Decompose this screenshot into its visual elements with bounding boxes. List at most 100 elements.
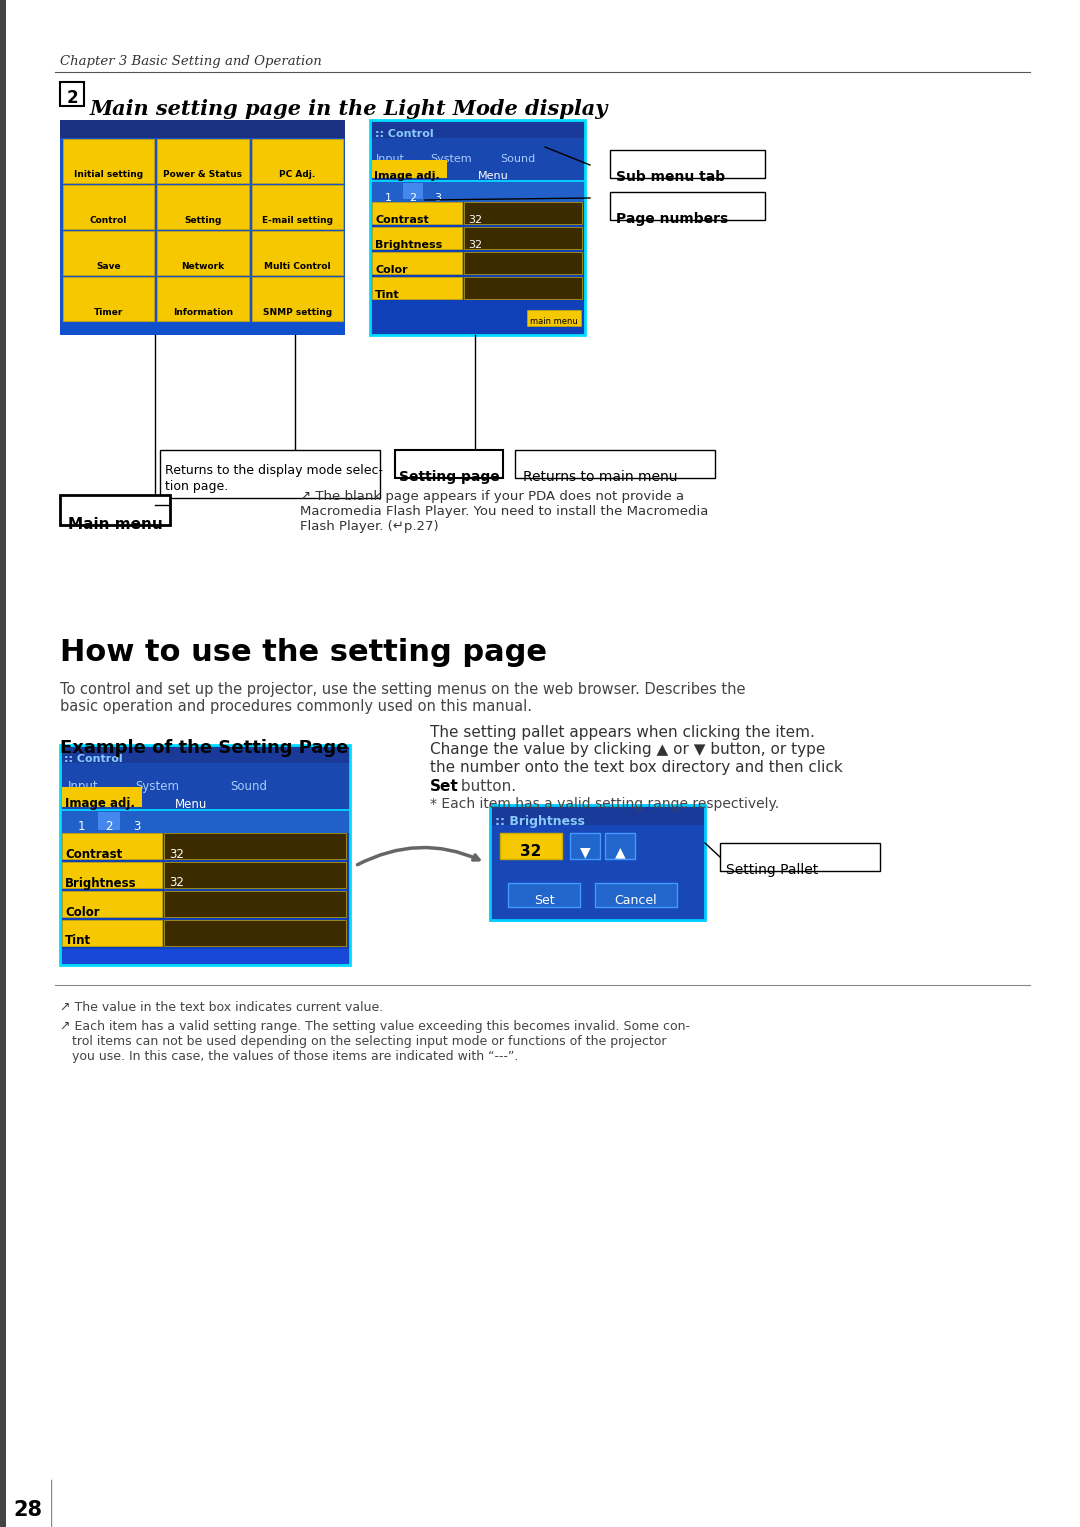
FancyBboxPatch shape [60, 764, 350, 785]
Text: 1: 1 [384, 192, 391, 203]
Text: Input: Input [376, 154, 405, 163]
FancyBboxPatch shape [372, 202, 462, 224]
FancyBboxPatch shape [63, 185, 154, 229]
Text: SNMP setting: SNMP setting [262, 308, 332, 318]
Text: Set: Set [534, 895, 554, 907]
Text: 2: 2 [409, 192, 417, 203]
Text: 32: 32 [168, 876, 184, 890]
Text: Power & Status: Power & Status [163, 169, 243, 179]
Text: ▼: ▼ [580, 844, 591, 860]
Text: Main menu: Main menu [68, 518, 162, 531]
FancyBboxPatch shape [60, 745, 350, 965]
FancyBboxPatch shape [60, 121, 345, 137]
Text: Information: Information [173, 308, 233, 318]
FancyBboxPatch shape [490, 805, 705, 919]
Text: Color: Color [65, 906, 99, 919]
FancyBboxPatch shape [464, 202, 582, 224]
Text: Returns to main menu: Returns to main menu [523, 470, 677, 484]
FancyBboxPatch shape [160, 450, 380, 498]
FancyBboxPatch shape [158, 276, 248, 321]
Text: ↗ Each item has a valid setting range. The setting value exceeding this becomes : ↗ Each item has a valid setting range. T… [60, 1020, 690, 1063]
Text: Initial setting: Initial setting [75, 169, 144, 179]
Text: System: System [135, 780, 179, 793]
FancyBboxPatch shape [372, 160, 447, 179]
Text: Color: Color [375, 266, 407, 275]
Text: 2: 2 [105, 820, 112, 834]
FancyBboxPatch shape [464, 276, 582, 299]
Text: Brightness: Brightness [375, 240, 442, 250]
Text: Chapter 3 Basic Setting and Operation: Chapter 3 Basic Setting and Operation [60, 55, 322, 69]
FancyBboxPatch shape [60, 121, 345, 334]
Text: Sound: Sound [230, 780, 267, 793]
FancyBboxPatch shape [60, 745, 350, 764]
Text: Setting: Setting [185, 215, 221, 224]
FancyBboxPatch shape [464, 228, 582, 249]
FancyBboxPatch shape [6, 1480, 51, 1527]
Text: 32: 32 [168, 847, 184, 861]
Text: main menu: main menu [530, 318, 578, 327]
FancyBboxPatch shape [370, 121, 585, 334]
Text: :: Control: :: Control [64, 754, 123, 764]
Text: Example of the Setting Page: Example of the Setting Page [60, 739, 349, 757]
Text: Input: Input [68, 780, 98, 793]
FancyBboxPatch shape [252, 276, 343, 321]
Text: tion page.: tion page. [165, 479, 228, 493]
FancyBboxPatch shape [63, 231, 154, 275]
Text: ↗ The blank page appears if your PDA does not provide a
Macromedia Flash Player.: ↗ The blank page appears if your PDA doe… [300, 490, 708, 533]
FancyBboxPatch shape [610, 192, 765, 220]
FancyBboxPatch shape [62, 834, 162, 860]
FancyBboxPatch shape [395, 450, 503, 478]
Text: Setting Pallet: Setting Pallet [726, 863, 819, 876]
Text: Image adj.: Image adj. [65, 797, 135, 811]
FancyBboxPatch shape [500, 834, 562, 860]
FancyBboxPatch shape [372, 228, 462, 249]
Text: Tint: Tint [65, 935, 91, 947]
FancyBboxPatch shape [370, 180, 585, 182]
FancyBboxPatch shape [126, 812, 148, 831]
Text: 3: 3 [434, 192, 442, 203]
FancyBboxPatch shape [0, 0, 6, 1527]
Text: :: Control: :: Control [375, 128, 434, 139]
Text: Brightness: Brightness [65, 876, 137, 890]
Text: Page numbers: Page numbers [616, 212, 728, 226]
Text: System: System [430, 154, 472, 163]
FancyBboxPatch shape [605, 834, 635, 860]
FancyBboxPatch shape [508, 883, 580, 907]
FancyBboxPatch shape [515, 450, 715, 478]
Text: Set: Set [430, 779, 459, 794]
FancyBboxPatch shape [98, 812, 120, 831]
Text: ↗ The value in the text box indicates current value.: ↗ The value in the text box indicates cu… [60, 1002, 383, 1014]
Text: Control: Control [90, 215, 127, 224]
Text: Contrast: Contrast [65, 847, 122, 861]
Text: The setting pallet appears when clicking the item.
Change the value by clicking : The setting pallet appears when clicking… [430, 725, 842, 774]
Text: * Each item has a valid setting range respectively.: * Each item has a valid setting range re… [430, 797, 779, 811]
FancyBboxPatch shape [378, 183, 399, 199]
Text: 32: 32 [468, 240, 482, 250]
FancyBboxPatch shape [60, 809, 350, 834]
FancyBboxPatch shape [60, 948, 350, 965]
Text: 32: 32 [468, 215, 482, 224]
FancyBboxPatch shape [370, 180, 585, 202]
Text: How to use the setting page: How to use the setting page [60, 638, 546, 667]
Text: Cancel: Cancel [615, 895, 658, 907]
Text: 3: 3 [133, 820, 140, 834]
FancyBboxPatch shape [595, 883, 677, 907]
FancyBboxPatch shape [464, 252, 582, 273]
Text: To control and set up the projector, use the setting menus on the web browser. D: To control and set up the projector, use… [60, 683, 745, 715]
Text: PC Adj.: PC Adj. [280, 169, 315, 179]
Text: 32: 32 [521, 844, 542, 860]
FancyBboxPatch shape [60, 324, 345, 334]
FancyBboxPatch shape [370, 121, 585, 137]
Text: Menu: Menu [175, 797, 207, 811]
Text: Main setting page in the Light Mode display: Main setting page in the Light Mode disp… [90, 99, 608, 119]
FancyBboxPatch shape [372, 276, 462, 299]
FancyBboxPatch shape [60, 785, 350, 809]
FancyBboxPatch shape [164, 919, 346, 947]
Text: Network: Network [181, 263, 225, 270]
FancyBboxPatch shape [158, 231, 248, 275]
FancyBboxPatch shape [62, 786, 141, 806]
Text: Setting page: Setting page [399, 470, 499, 484]
FancyBboxPatch shape [62, 863, 162, 889]
Text: ▲: ▲ [615, 844, 625, 860]
FancyBboxPatch shape [372, 252, 462, 273]
